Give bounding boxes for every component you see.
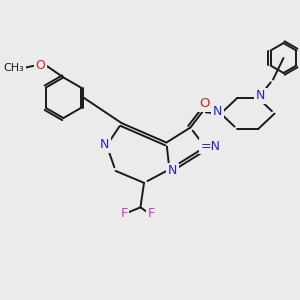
Text: N: N bbox=[100, 138, 109, 151]
Text: N: N bbox=[168, 164, 177, 177]
Text: F: F bbox=[120, 207, 128, 220]
Text: O: O bbox=[35, 59, 45, 72]
Text: O: O bbox=[200, 97, 210, 110]
Text: =N: =N bbox=[201, 140, 220, 153]
Text: N: N bbox=[256, 89, 265, 102]
Text: N: N bbox=[212, 105, 222, 118]
Text: F: F bbox=[148, 207, 155, 220]
Text: CH₃: CH₃ bbox=[3, 63, 24, 73]
